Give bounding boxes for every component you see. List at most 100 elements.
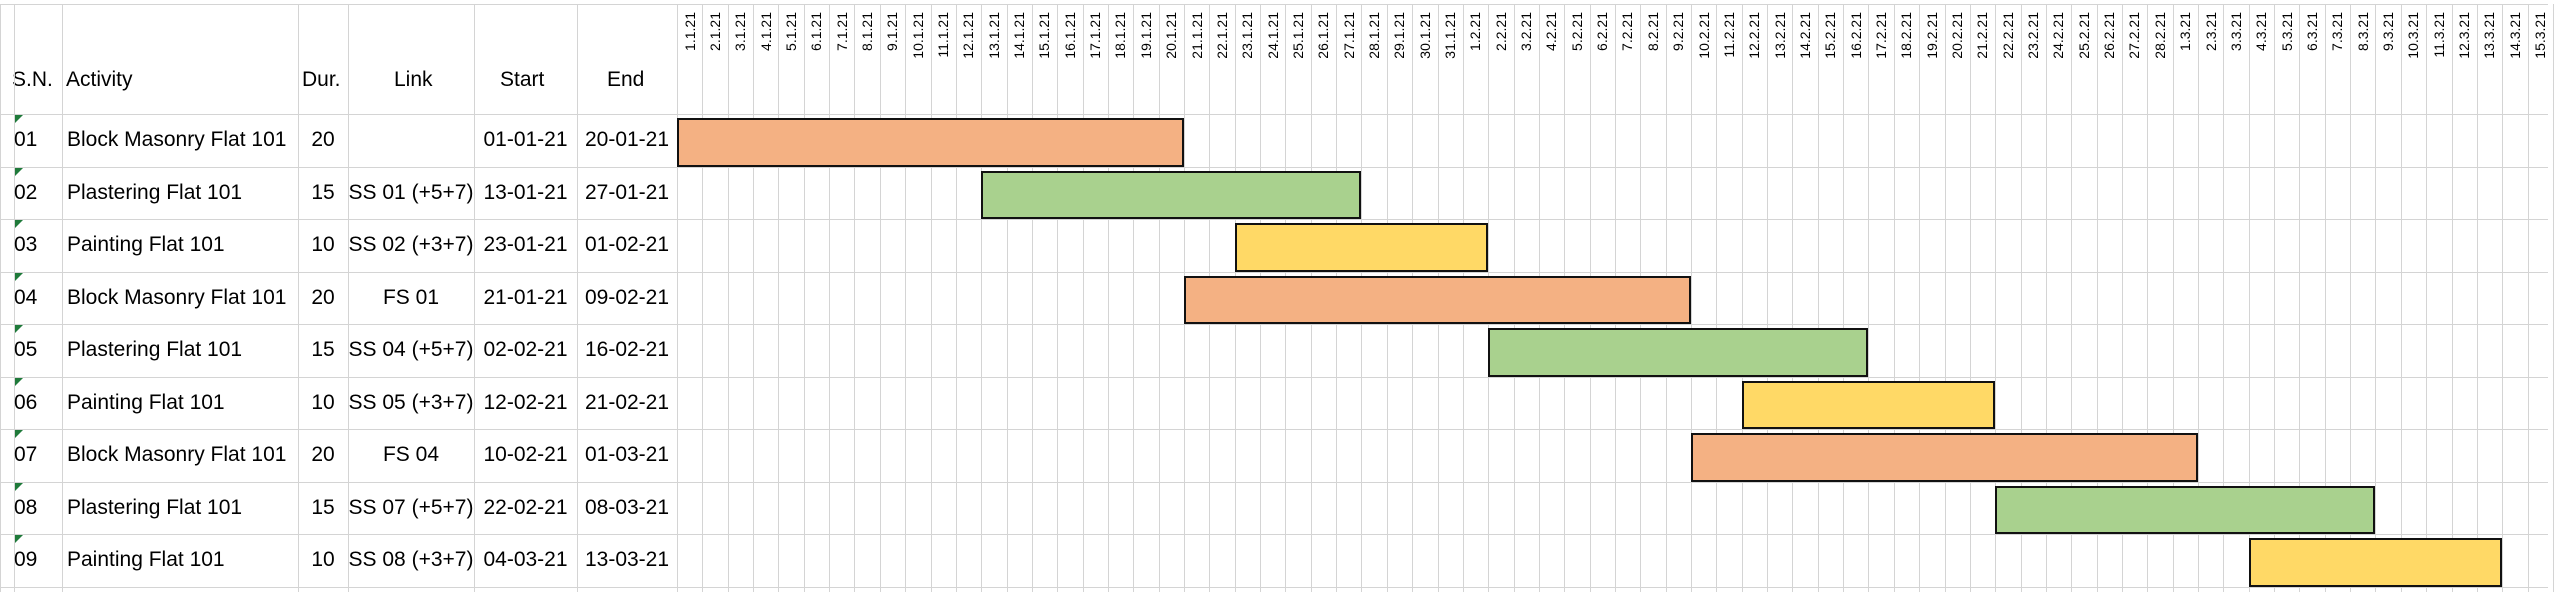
date-header[interactable]: 18.2.21	[1894, 6, 1919, 116]
date-header[interactable]: 23.2.21	[2021, 6, 2046, 116]
cell-activity[interactable]: Plastering Flat 101	[67, 338, 243, 361]
date-header[interactable]: 4.2.21	[1539, 6, 1564, 116]
cell-sn[interactable]: 07	[14, 443, 38, 466]
cell-start[interactable]: 04-03-21	[483, 548, 568, 571]
date-header[interactable]: 7.1.21	[829, 6, 854, 116]
cell-activity[interactable]: Plastering Flat 101	[67, 495, 243, 519]
date-header[interactable]: 6.2.21	[1590, 6, 1615, 116]
cell-sn[interactable]: 06	[14, 390, 38, 414]
date-header[interactable]: 8.1.21	[854, 6, 879, 116]
cell-start[interactable]: 01-01-21	[483, 128, 568, 151]
header-end[interactable]: End	[607, 68, 645, 91]
date-header[interactable]: 24.1.21	[1260, 6, 1285, 116]
header-sn[interactable]: S.N.	[12, 68, 53, 91]
cell-duration[interactable]: 20	[311, 128, 335, 151]
date-header[interactable]: 3.3.21	[2223, 6, 2248, 116]
gantt-bar-painting[interactable]	[1234, 223, 1489, 272]
cell-link[interactable]: SS 05 (+3+7)	[348, 390, 474, 414]
date-header[interactable]: 10.3.21	[2401, 6, 2426, 116]
date-header[interactable]: 11.2.21	[1716, 6, 1741, 116]
cell-sn[interactable]: 01	[14, 128, 38, 151]
date-header[interactable]: 27.2.21	[2122, 6, 2147, 116]
cell-sn[interactable]: 04	[14, 285, 38, 309]
cell-duration[interactable]: 20	[311, 443, 335, 466]
date-header[interactable]: 11.3.21	[2426, 6, 2451, 116]
date-header[interactable]: 5.1.21	[778, 6, 803, 116]
gantt-bar-masonry[interactable]	[677, 118, 1184, 167]
date-header[interactable]: 9.2.21	[1666, 6, 1691, 116]
date-header[interactable]: 14.2.21	[1792, 6, 1817, 116]
date-header[interactable]: 13.1.21	[981, 6, 1006, 116]
date-header[interactable]: 24.2.21	[2046, 6, 2071, 116]
date-header[interactable]: 15.1.21	[1032, 6, 1057, 116]
date-header[interactable]: 10.2.21	[1691, 6, 1716, 116]
cell-activity[interactable]: Plastering Flat 101	[67, 180, 243, 204]
date-header[interactable]: 14.1.21	[1007, 6, 1032, 116]
gantt-bar-painting[interactable]	[2248, 538, 2503, 587]
date-header[interactable]: 27.1.21	[1336, 6, 1361, 116]
date-header[interactable]: 26.2.21	[2097, 6, 2122, 116]
cell-start[interactable]: 12-02-21	[483, 390, 568, 414]
cell-link[interactable]: FS 04	[382, 443, 440, 466]
date-header[interactable]: 29.1.21	[1387, 6, 1412, 116]
cell-activity[interactable]: Block Masonry Flat 101	[67, 128, 287, 151]
date-header[interactable]: 15.3.21	[2528, 6, 2553, 116]
cell-activity[interactable]: Block Masonry Flat 101	[67, 285, 287, 309]
cell-link[interactable]: SS 01 (+5+7)	[348, 180, 474, 204]
cell-end[interactable]: 21-02-21	[584, 390, 670, 414]
date-header[interactable]: 1.2.21	[1463, 6, 1488, 116]
header-start[interactable]: Start	[500, 68, 545, 91]
cell-duration[interactable]: 15	[311, 180, 335, 204]
cell-duration[interactable]: 15	[311, 495, 335, 519]
cell-sn[interactable]: 03	[14, 233, 38, 256]
date-header[interactable]: 17.1.21	[1083, 6, 1108, 116]
date-header[interactable]: 8.2.21	[1640, 6, 1665, 116]
cell-end[interactable]: 01-03-21	[584, 443, 670, 466]
cell-start[interactable]: 02-02-21	[483, 338, 568, 361]
gantt-bar-painting[interactable]	[1741, 380, 1996, 429]
date-header[interactable]: 13.3.21	[2477, 6, 2502, 116]
date-header[interactable]: 7.3.21	[2325, 6, 2350, 116]
date-header[interactable]: 5.2.21	[1564, 6, 1589, 116]
date-header[interactable]: 21.1.21	[1184, 6, 1209, 116]
cell-duration[interactable]: 10	[311, 548, 335, 571]
header-activity[interactable]: Activity	[66, 68, 133, 91]
date-header[interactable]: 18.1.21	[1108, 6, 1133, 116]
gantt-bar-plastering[interactable]	[981, 170, 1362, 219]
date-header[interactable]: 2.2.21	[1488, 6, 1513, 116]
cell-sn[interactable]: 02	[14, 180, 38, 204]
date-header[interactable]: 9.1.21	[880, 6, 905, 116]
cell-link[interactable]	[348, 114, 474, 167]
cell-end[interactable]: 13-03-21	[584, 548, 670, 571]
gantt-bar-masonry[interactable]	[1691, 433, 2198, 482]
cell-sn[interactable]: 09	[14, 548, 38, 571]
cell-activity[interactable]: Painting Flat 101	[67, 233, 225, 256]
date-header[interactable]: 14.3.21	[2502, 6, 2527, 116]
header-duration[interactable]: Dur.	[302, 68, 341, 91]
gantt-bar-plastering[interactable]	[1995, 485, 2376, 534]
date-header[interactable]: 20.2.21	[1945, 6, 1970, 116]
date-header[interactable]: 3.1.21	[728, 6, 753, 116]
header-link[interactable]: Link	[394, 68, 433, 91]
date-header[interactable]: 26.1.21	[1311, 6, 1336, 116]
cell-end[interactable]: 09-02-21	[584, 285, 670, 309]
cell-duration[interactable]: 10	[311, 233, 335, 256]
date-header[interactable]: 25.2.21	[2071, 6, 2096, 116]
date-header[interactable]: 7.2.21	[1615, 6, 1640, 116]
cell-link[interactable]: SS 08 (+3+7)	[348, 548, 474, 571]
date-header[interactable]: 20.1.21	[1159, 6, 1184, 116]
cell-end[interactable]: 27-01-21	[584, 180, 670, 204]
date-header[interactable]: 9.3.21	[2375, 6, 2400, 116]
date-header[interactable]: 6.3.21	[2299, 6, 2324, 116]
cell-start[interactable]: 13-01-21	[483, 180, 568, 204]
date-header[interactable]: 2.3.21	[2198, 6, 2223, 116]
date-header[interactable]: 22.2.21	[1995, 6, 2020, 116]
date-header[interactable]: 21.2.21	[1970, 6, 1995, 116]
date-header[interactable]: 1.3.21	[2173, 6, 2198, 116]
gantt-bar-plastering[interactable]	[1488, 328, 1869, 377]
cell-start[interactable]: 21-01-21	[483, 285, 568, 309]
cell-link[interactable]: SS 02 (+3+7)	[348, 233, 474, 256]
cell-start[interactable]: 22-02-21	[483, 495, 568, 519]
cell-activity[interactable]: Block Masonry Flat 101	[67, 443, 287, 466]
date-header[interactable]: 25.1.21	[1285, 6, 1310, 116]
